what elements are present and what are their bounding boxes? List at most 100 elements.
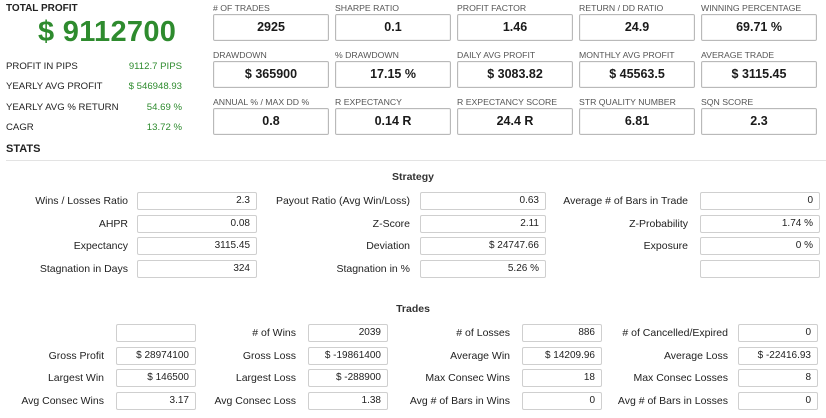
- metric-label: STR QUALITY NUMBER: [579, 97, 676, 107]
- summary-label: YEARLY AVG % RETURN: [6, 101, 119, 113]
- trades-grid: # of Wins 2039 # of Losses 886 # of Canc…: [0, 324, 826, 415]
- trades-label: Max Consec Losses: [633, 372, 728, 385]
- summary-row-profit-in-pips: PROFIT IN PIPS 9112.7 PIPS: [6, 56, 182, 77]
- strategy-label: AHPR: [98, 217, 128, 230]
- metric-value: 69.71 %: [701, 14, 817, 41]
- metric-label: PROFIT FACTOR: [457, 3, 527, 13]
- strategy-grid: Wins / Losses Ratio 2.3 Payout Ratio (Av…: [0, 192, 826, 283]
- metric-label: AVERAGE TRADE: [701, 50, 775, 60]
- metric-value: 24.9: [579, 14, 695, 41]
- metric-label: RETURN / DD RATIO: [579, 3, 664, 13]
- metrics-row: DRAWDOWN $ 365900 % DRAWDOWN 17.15 % DAILY…: [213, 49, 823, 96]
- trades-label: # of Losses: [456, 327, 510, 339]
- metric-label: ANNUAL % / MAX DD %: [213, 97, 310, 107]
- metric-label: WINNING PERCENTAGE: [701, 3, 802, 13]
- strategy-value: 3115.45: [137, 237, 257, 256]
- trades-label: Average Loss: [663, 349, 728, 362]
- strategy-label: Stagnation in %: [336, 263, 410, 276]
- metric-label: MONTHLY AVG PROFIT: [579, 50, 675, 60]
- metrics-row: # OF TRADES 2925 SHARPE RATIO 0.1 PROFIT F…: [213, 2, 823, 49]
- strategy-value: 0: [700, 192, 820, 210]
- trades-label: [0, 324, 104, 342]
- trades-value: $ 146500: [116, 369, 196, 388]
- trades-label: Max Consec Wins: [425, 372, 510, 385]
- strategy-row: Expectancy 3115.45 Deviation $ 24747.66 …: [0, 237, 826, 260]
- metric-number-of-trades: # OF TRADES 2925: [213, 2, 335, 49]
- strategy-label: Expectancy: [73, 240, 128, 253]
- summary-row-cagr: CAGR 13.72 %: [6, 118, 182, 139]
- metric-str-quality-number: STR QUALITY NUMBER 6.81: [579, 96, 701, 143]
- metric-value: 24.4 R: [457, 108, 573, 135]
- trades-value: $ -22416.93: [738, 346, 818, 365]
- metric-label: R EXPECTANCY SCORE: [457, 97, 558, 107]
- metric-value: 17.15 %: [335, 61, 451, 88]
- strategy-row: Stagnation in Days 324 Stagnation in % 5…: [0, 260, 826, 283]
- strategy-label: Average # of Bars in Trade: [563, 195, 688, 207]
- metric-label: SHARPE RATIO: [335, 3, 400, 13]
- strategy-value: $ 24747.66: [420, 237, 546, 256]
- metric-label: DAILY AVG PROFIT: [457, 50, 536, 60]
- strategy-label: [550, 260, 688, 278]
- trades-label: Avg # of Bars in Losses: [617, 395, 728, 408]
- trades-row: Largest Win $ 146500 Largest Loss $ -288…: [0, 369, 826, 392]
- metric-sqn-score: SQN SCORE 2.3: [701, 96, 823, 143]
- metric-r-expectancy-score: R EXPECTANCY SCORE 24.4 R: [457, 96, 579, 143]
- metric-value: $ 45563.5: [579, 61, 695, 88]
- metric-daily-avg-profit: DAILY AVG PROFIT $ 3083.82: [457, 49, 579, 96]
- trades-label: Gross Loss: [242, 349, 296, 362]
- strategy-label: Wins / Losses Ratio: [35, 195, 128, 207]
- stats-title: STATS: [6, 143, 41, 155]
- metric-return-dd-ratio: RETURN / DD RATIO 24.9: [579, 2, 701, 49]
- trades-row: Gross Profit $ 28974100 Gross Loss $ -19…: [0, 346, 826, 370]
- strategy-value: 1.74 %: [700, 214, 820, 233]
- metric-value: $ 3083.82: [457, 61, 573, 88]
- strategy-value: 0 %: [700, 237, 820, 256]
- summary-value: 13.72 %: [146, 122, 182, 134]
- trades-label: Largest Win: [47, 372, 104, 385]
- total-profit-label: TOTAL PROFIT: [6, 3, 78, 14]
- metric-sharpe-ratio: SHARPE RATIO 0.1: [335, 2, 457, 49]
- summary-list: PROFIT IN PIPS 9112.7 PIPS YEARLY AVG PR…: [6, 56, 182, 138]
- metric-value: 0.8: [213, 108, 329, 135]
- metric-value: 6.81: [579, 108, 695, 135]
- metric-label: # OF TRADES: [213, 3, 270, 13]
- trades-value: $ 14209.96: [522, 346, 602, 365]
- summary-label: CAGR: [6, 122, 34, 134]
- strategy-value: [700, 260, 820, 279]
- trades-label: Gross Profit: [48, 349, 104, 362]
- strategy-label: Z-Score: [372, 217, 410, 230]
- metric-value: $ 3115.45: [701, 61, 817, 88]
- metric-label: % DRAWDOWN: [335, 50, 399, 60]
- metric-value: $ 365900: [213, 61, 329, 88]
- metric-label: DRAWDOWN: [213, 50, 267, 60]
- trades-row: Avg Consec Wins 3.17 Avg Consec Loss 1.3…: [0, 392, 826, 415]
- metric-profit-factor: PROFIT FACTOR 1.46: [457, 2, 579, 49]
- trades-value: 2039: [308, 324, 388, 342]
- strategy-label: Deviation: [366, 240, 410, 253]
- metric-r-expectancy: R EXPECTANCY 0.14 R: [335, 96, 457, 143]
- strategy-row: AHPR 0.08 Z-Score 2.11 Z-Probability 1.7…: [0, 214, 826, 238]
- strategy-value: 0.63: [420, 192, 546, 210]
- trades-value: [116, 324, 196, 342]
- trades-label: # of Wins: [252, 327, 296, 339]
- metric-value: 2.3: [701, 108, 817, 135]
- trades-label: Avg Consec Loss: [214, 395, 296, 408]
- strategy-label: Exposure: [643, 240, 688, 253]
- strategy-row: Wins / Losses Ratio 2.3 Payout Ratio (Av…: [0, 192, 826, 215]
- trades-value: 0: [522, 392, 602, 411]
- summary-row-yearly-avg-return: YEARLY AVG % RETURN 54.69 %: [6, 97, 182, 118]
- trades-label: Largest Loss: [235, 372, 296, 385]
- metric-drawdown: DRAWDOWN $ 365900: [213, 49, 335, 96]
- strategy-label: Z-Probability: [629, 217, 688, 230]
- metric-annual-max-dd: ANNUAL % / MAX DD % 0.8: [213, 96, 335, 143]
- strategy-title: Strategy: [391, 171, 434, 183]
- metric-label: SQN SCORE: [701, 97, 754, 107]
- strategy-value: 0.08: [137, 214, 257, 233]
- strategy-label: Stagnation in Days: [39, 263, 128, 276]
- summary-value: 9112.7 PIPS: [128, 60, 182, 72]
- trades-label: Average Win: [450, 349, 510, 362]
- metric-value: 0.14 R: [335, 108, 451, 135]
- trades-value: 3.17: [116, 392, 196, 411]
- metric-percent-drawdown: % DRAWDOWN 17.15 %: [335, 49, 457, 96]
- metric-value: 0.1: [335, 14, 451, 41]
